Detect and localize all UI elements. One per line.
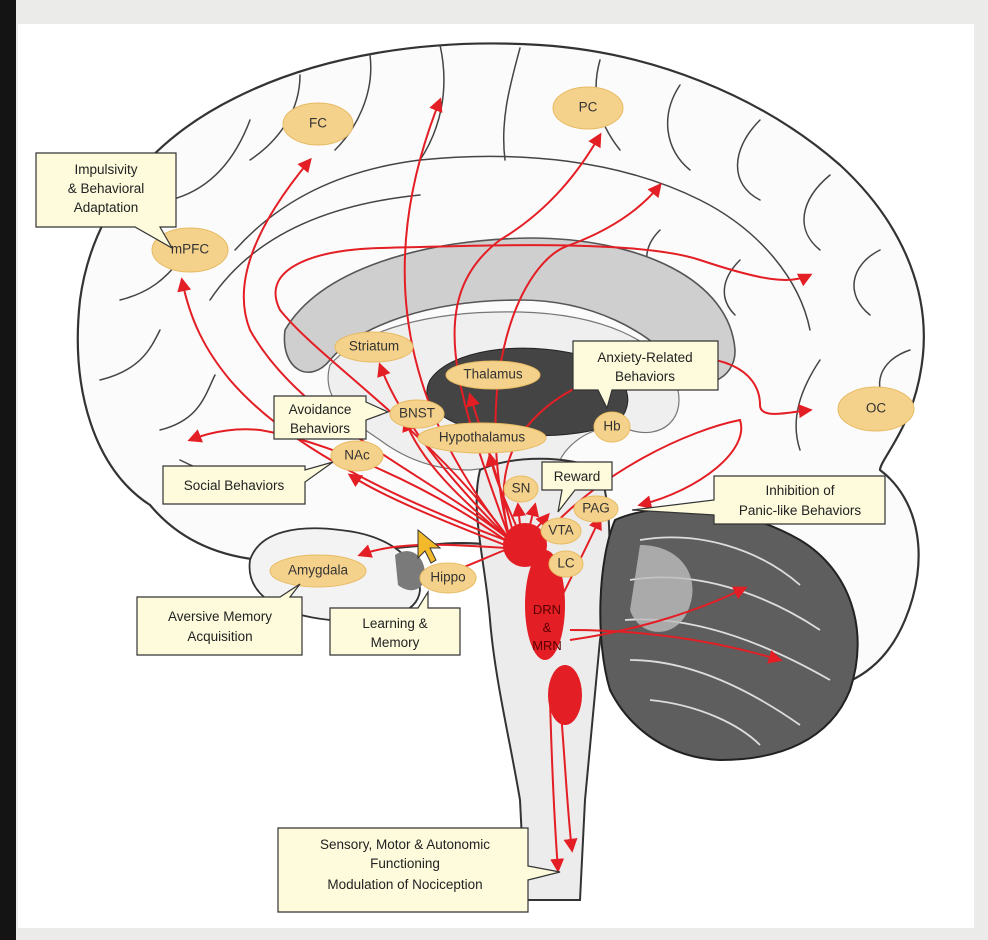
arrow-long-cortex [274, 244, 813, 541]
callout-learning-box [329, 589, 461, 656]
arrow-to-fc [242, 157, 511, 541]
callout-texts: Impulsivity & Behavioral Adaptation Anxi… [68, 162, 862, 892]
cerebellum [599, 507, 859, 762]
label-amygdala: Amygdala [288, 563, 349, 578]
arrow-to-cerebellum-2 [569, 629, 783, 664]
callout-aversive-box [136, 583, 303, 656]
arrow-to-spinal-2 [549, 699, 565, 873]
callout-avoidance-line1: Avoidance [289, 402, 352, 417]
drn-nucleus [525, 550, 565, 660]
arrow-to-pag [559, 515, 602, 601]
callout-panic-box [631, 475, 886, 525]
raphe-nuclei: DRN & MRN [503, 523, 582, 725]
callout-social-box [162, 461, 334, 505]
label-lc: LC [557, 556, 575, 571]
callout-impulsivity-line1: Impulsivity [74, 162, 137, 177]
arrow-to-frontal-2 [403, 97, 511, 541]
callout-impulsivity-line3: Adaptation [74, 200, 139, 215]
callout-sensory-line3: Modulation of Nociception [327, 877, 482, 892]
mrn-nucleus [548, 665, 582, 725]
callout-anxiety-line1: Anxiety-Related [597, 350, 692, 365]
callout-avoidance-line2: Behaviors [290, 421, 350, 436]
callout-aversive-line2: Acquisition [187, 629, 252, 644]
label-mpfc: mPFC [171, 242, 209, 257]
label-hypothalamus: Hypothalamus [439, 430, 526, 445]
callout-panic-line2: Panic-like Behaviors [739, 503, 862, 518]
label-oc: OC [866, 401, 887, 416]
arrow-to-bnst [402, 417, 511, 541]
callout-sensory-box [277, 827, 561, 913]
mrn-label: MRN [532, 638, 562, 653]
arrow-to-spinal-1 [559, 699, 578, 853]
callouts [35, 152, 886, 913]
callout-impulsivity-line2: & Behavioral [68, 181, 145, 196]
arrow-to-striatum [377, 362, 511, 541]
window-edge [0, 0, 16, 940]
label-hippo: Hippo [430, 570, 465, 585]
label-sn: SN [512, 481, 531, 496]
drn-label: DRN [533, 602, 561, 617]
callout-sensory-line2: Functioning [370, 856, 440, 871]
callout-anxiety-line2: Behaviors [615, 369, 675, 384]
label-pag: PAG [582, 501, 610, 516]
region-labels: FC PC mPFC OC Striatum Thalamus BNST Hyp… [151, 86, 915, 594]
callout-learning-line2: Memory [371, 635, 420, 650]
callout-anxiety-box [572, 340, 719, 410]
label-bnst: BNST [399, 406, 435, 421]
arrow-to-nac [347, 473, 506, 546]
arrow-to-mpfc [177, 277, 506, 541]
arrow-to-vta [534, 512, 550, 531]
label-hb: Hb [603, 419, 620, 434]
label-nac: NAc [344, 448, 370, 463]
amp-label: & [543, 620, 552, 635]
callout-sensory-line1: Sensory, Motor & Autonomic [320, 837, 490, 852]
label-vta: VTA [548, 523, 573, 538]
label-pc: PC [579, 100, 598, 115]
callout-avoidance-box [273, 395, 390, 440]
callout-reward-line1: Reward [554, 469, 601, 484]
arrow-to-hypothalamus [485, 452, 519, 531]
label-striatum: Striatum [349, 339, 399, 354]
callout-social-line1: Social Behaviors [184, 478, 285, 493]
arrow-to-cerebellum-1 [569, 586, 748, 641]
arrow-to-sn-2 [525, 502, 540, 526]
callout-impulsivity-box [35, 152, 177, 250]
arrow-to-sn [512, 502, 527, 526]
callout-reward-box [541, 461, 613, 513]
callout-panic-line1: Inhibition of [765, 483, 834, 498]
mouse-cursor-icon [417, 528, 442, 564]
callout-aversive-line1: Aversive Memory [168, 609, 272, 624]
callout-learning-line1: Learning & [362, 616, 427, 631]
label-fc: FC [309, 116, 327, 131]
label-thalamus: Thalamus [463, 367, 523, 382]
